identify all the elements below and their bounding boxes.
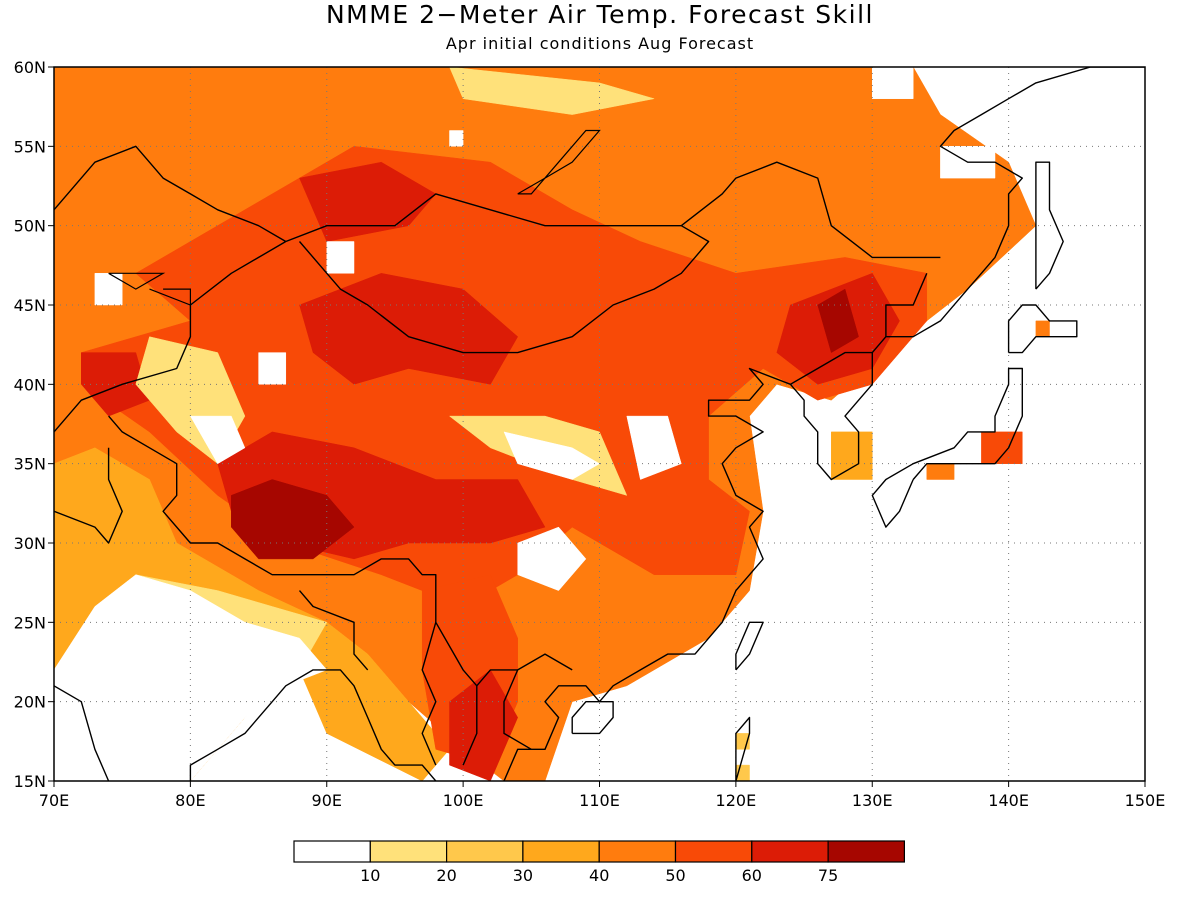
colorbar-swatch xyxy=(676,841,752,862)
y-tick-label: 30N xyxy=(14,534,46,553)
colorbar-swatch xyxy=(752,841,828,862)
x-tick-label: 110E xyxy=(579,791,620,810)
y-tick-label: 35N xyxy=(14,455,46,474)
colorbar-label: 75 xyxy=(818,866,838,885)
y-tick-label: 25N xyxy=(14,613,46,632)
x-tick-label: 80E xyxy=(175,791,205,810)
colorbar-swatch xyxy=(447,841,523,862)
y-tick-label: 15N xyxy=(14,772,46,791)
y-tick-label: 50N xyxy=(14,217,46,236)
x-tick-label: 70E xyxy=(39,791,69,810)
y-tick-label: 20N xyxy=(14,693,46,712)
coastline xyxy=(736,622,763,670)
y-tick-label: 60N xyxy=(14,58,46,77)
y-tick-label: 55N xyxy=(14,137,46,156)
x-tick-label: 150E xyxy=(1125,791,1166,810)
skill-region-0 xyxy=(872,67,913,99)
colorbar-label: 60 xyxy=(742,866,762,885)
x-tick-label: 90E xyxy=(312,791,342,810)
skill-region-40 xyxy=(1036,321,1050,337)
skill-region-0 xyxy=(450,131,464,147)
colorbar-label: 50 xyxy=(665,866,685,885)
x-tick-label: 140E xyxy=(988,791,1029,810)
skill-region-30 xyxy=(831,432,872,480)
x-tick-label: 120E xyxy=(716,791,757,810)
colorbar-swatch xyxy=(523,841,599,862)
skill-region-40 xyxy=(927,464,954,480)
coastline xyxy=(1036,162,1063,289)
skill-region-50 xyxy=(981,432,1022,464)
y-tick-label: 45N xyxy=(14,296,46,315)
x-tick-label: 130E xyxy=(852,791,893,810)
coastline xyxy=(572,702,613,734)
colorbar-label: 20 xyxy=(436,866,456,885)
colorbar-label: 10 xyxy=(360,866,380,885)
colorbar-label: 40 xyxy=(589,866,609,885)
skill-region-0 xyxy=(95,273,122,305)
skill-region-0 xyxy=(259,353,286,385)
colorbar-swatch xyxy=(599,841,675,862)
colorbar-label: 30 xyxy=(513,866,533,885)
y-tick-label: 40N xyxy=(14,375,46,394)
skill-region-0 xyxy=(327,242,354,274)
colorbar-swatch xyxy=(294,841,370,862)
colorbar-swatch xyxy=(370,841,446,862)
x-tick-label: 100E xyxy=(443,791,484,810)
colorbar: 10 20 30 40 50 60 75 xyxy=(294,841,904,885)
colorbar-swatch xyxy=(828,841,904,862)
